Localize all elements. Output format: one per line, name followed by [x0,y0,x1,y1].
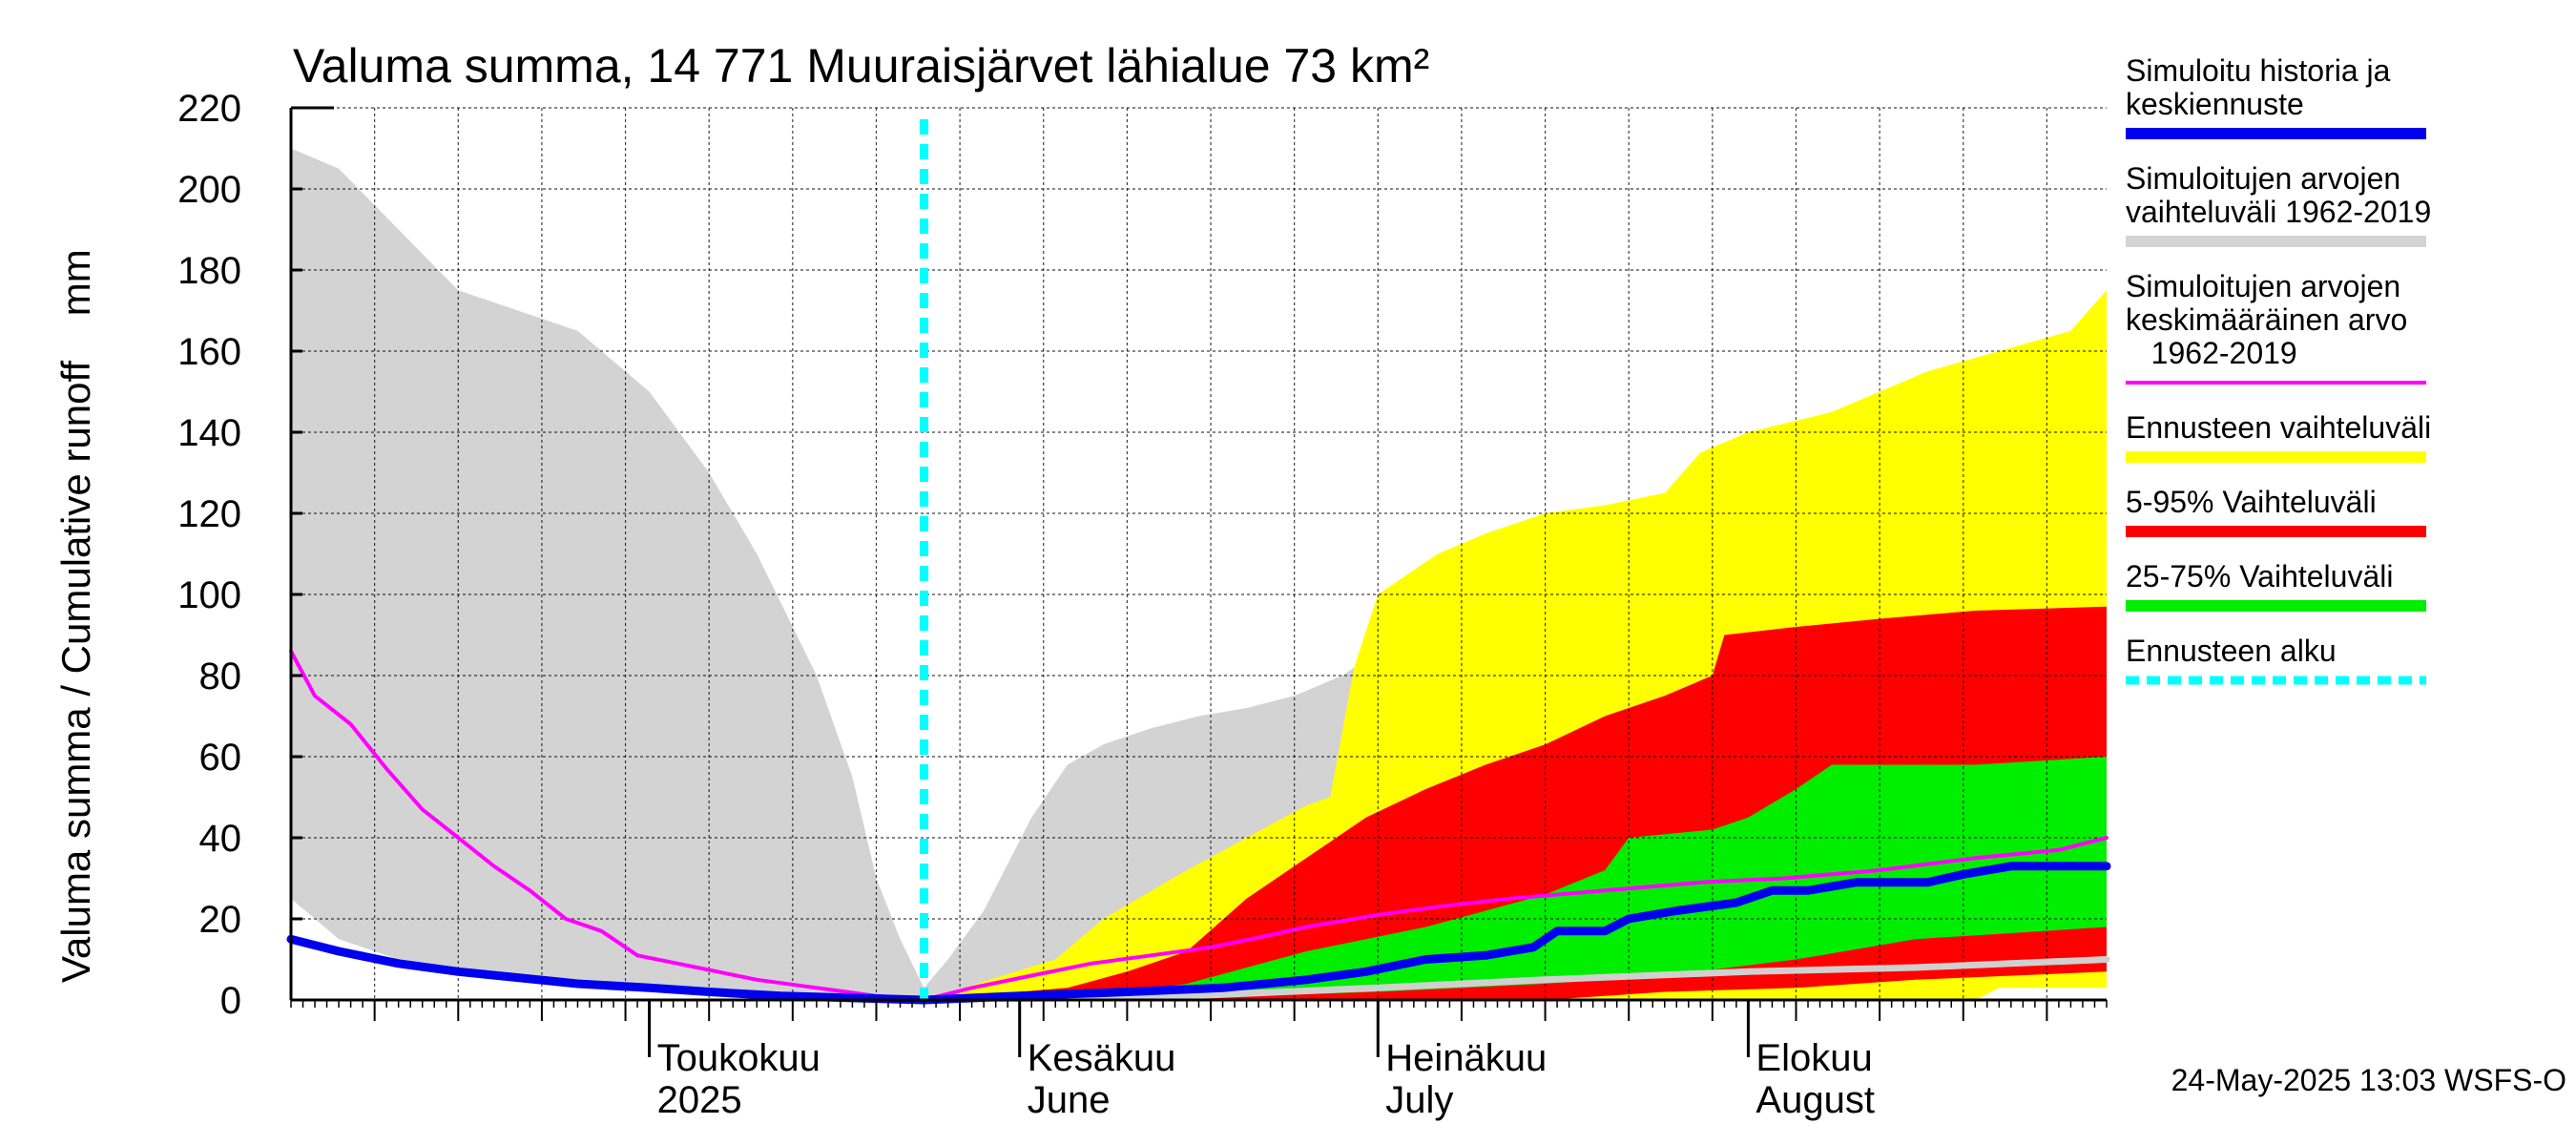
month-label-en: August [1755,1079,1875,1121]
y-tick-label: 140 [177,412,241,454]
y-tick-label: 120 [177,493,241,535]
footer-timestamp: 24-May-2025 13:03 WSFS-O [2171,1063,2566,1097]
y-tick-label: 40 [199,818,242,860]
series-lines [286,119,2111,1005]
y-tick-label: 20 [199,899,242,941]
legend-label: Ennusteen vaihteluväli [2126,410,2431,445]
y-tick-label: 100 [177,574,241,616]
y-tick-label: 200 [177,169,241,211]
median-light-line [921,956,2110,1004]
legend-label: keskimääräinen arvo [2126,302,2407,337]
y-tick-label: 60 [199,737,242,779]
y-tick-label: 220 [177,88,241,130]
legend-label: Ennusteen alku [2126,634,2337,668]
month-label-en: July [1385,1079,1453,1121]
historical-range-band [291,148,1355,1000]
legend-label: 25-75% Vaihteluväli [2126,559,2393,593]
legend-label: Simuloitujen arvojen [2126,269,2400,303]
legend-label: Simuloitujen arvojen [2126,161,2400,196]
legend-label: 5-95% Vaihteluväli [2126,485,2377,519]
simulated-forecast-line [286,862,2111,1005]
month-label-fi: Toukokuu [657,1037,821,1079]
chart-title: Valuma summa, 14 771 Muuraisjärvet lähia… [293,39,1429,93]
month-label-en: 2025 [657,1079,742,1121]
y-tick-label: 180 [177,250,241,292]
legend-label: Simuloitu historia ja [2126,53,2391,88]
y-tick-label: 160 [177,331,241,373]
legend-label: keskiennuste [2126,87,2304,121]
legend-label: 1962-2019 [2126,336,2297,370]
month-label-fi: Kesäkuu [1028,1037,1176,1079]
historical-mean-line [289,649,2109,1002]
y-tick-label: 80 [199,656,242,697]
month-label-fi: Elokuu [1755,1037,1872,1079]
y-axis-label: Valuma summa / Cumulative runoff mm [53,249,98,983]
y-tick-label: 0 [220,980,241,1022]
month-label-fi: Heinäkuu [1385,1037,1547,1079]
month-label-en: June [1028,1079,1111,1121]
grid [291,107,2107,1000]
plot-area [291,148,2107,1000]
percentile-25-75-band [924,757,2107,1000]
axes: 0 20 40 60 80 100 120 140 160 180 200 220 Toukokuu20… [177,88,2108,1121]
legend-label: vaihteluväli 1962-2019 [2126,195,2431,229]
